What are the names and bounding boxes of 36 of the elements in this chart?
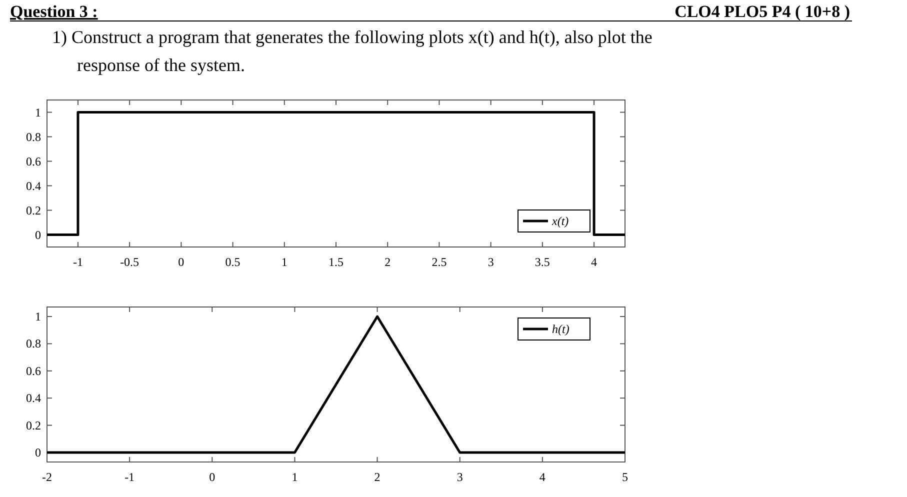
x-tick-label: 5 <box>622 470 628 484</box>
x-tick-label: 1 <box>281 255 288 269</box>
x-tick-label: -2 <box>42 470 52 484</box>
x-tick-label: 2.5 <box>432 255 447 269</box>
legend-label: h(t) <box>552 322 570 336</box>
y-tick-label: 0.8 <box>26 130 41 144</box>
x-tick-label: 4 <box>591 255 598 269</box>
x-tick-label: 3.5 <box>534 255 550 269</box>
x-tick-label: 0 <box>209 470 216 484</box>
y-tick-label: 0.6 <box>26 154 41 168</box>
y-tick-label: 0 <box>35 228 41 242</box>
y-tick-label: 0.8 <box>26 336 41 351</box>
x-tick-label: -1 <box>124 470 135 484</box>
y-tick-label: 0.4 <box>26 178 41 193</box>
y-tick-label: 1 <box>35 310 41 324</box>
y-tick-label: 0.6 <box>26 364 41 378</box>
y-tick-label: 0 <box>35 445 41 460</box>
legend-label: x(t) <box>551 214 569 228</box>
x-tick-label: 0 <box>178 255 184 269</box>
x-tick-label: -1 <box>72 255 83 269</box>
x-tick-label: 2 <box>374 470 380 484</box>
y-tick-label: 0.2 <box>26 203 41 218</box>
text: Question 3 : <box>10 2 98 21</box>
x-tick-label: -0.5 <box>120 255 140 269</box>
text: 1) Construct a program that generates the following plots x(t) and h(t), also plot the response of the system. <box>52 27 652 75</box>
x-tick-label: 0.5 <box>225 255 240 269</box>
x-tick-label: 2 <box>384 255 391 269</box>
y-tick-label: 0.4 <box>26 391 41 406</box>
y-tick-label: 0.2 <box>26 418 41 432</box>
x-tick-label: 1 <box>292 470 298 484</box>
x-tick-label: 1.5 <box>328 255 344 269</box>
x-tick-label: 3 <box>488 255 494 269</box>
x-tick-label: 3 <box>456 470 463 484</box>
x-tick-label: 4 <box>539 470 546 484</box>
text: CLO4 PLO5 P4 ( 10+8 ) <box>674 2 850 21</box>
y-tick-label: 1 <box>35 105 41 120</box>
